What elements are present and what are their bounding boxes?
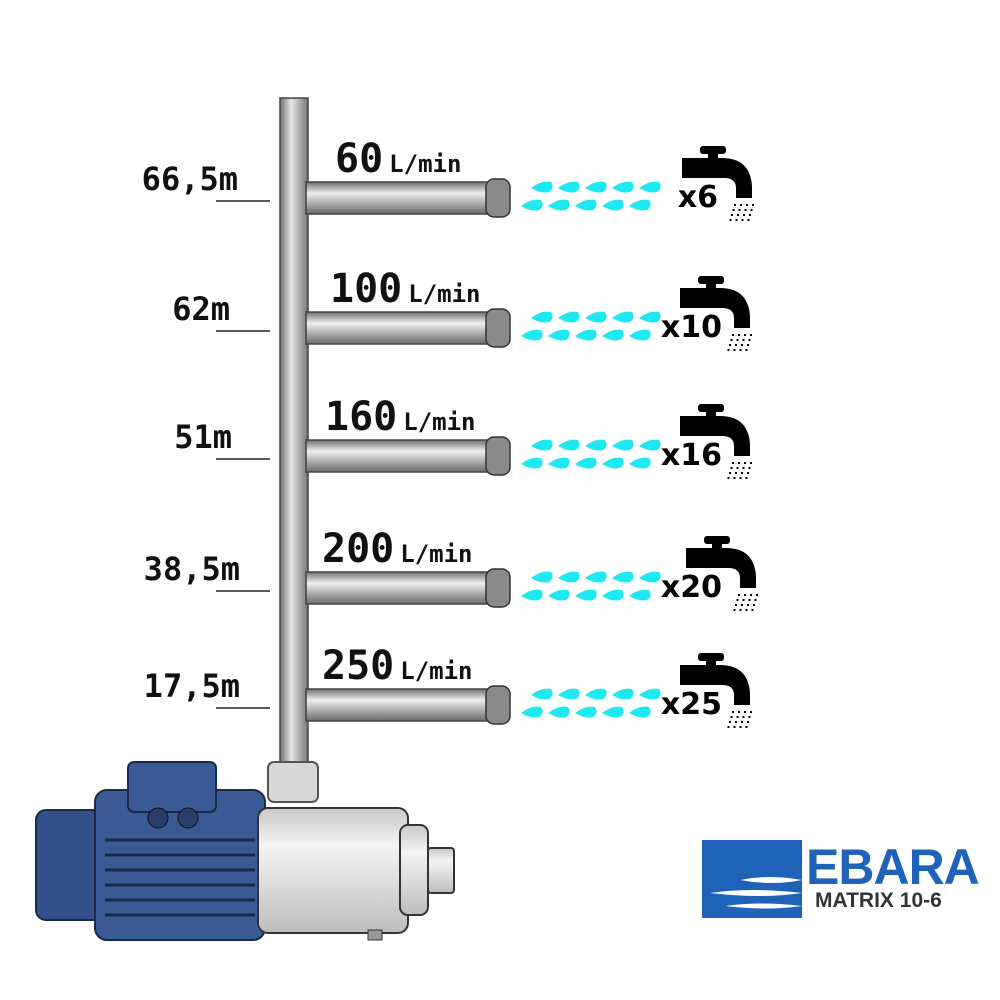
flow-value: 60 <box>335 136 384 182</box>
branch-pipe <box>305 436 511 476</box>
flow-value: 200 <box>322 526 395 572</box>
flow-unit: L/min <box>408 280 481 308</box>
water-spray <box>521 571 661 601</box>
branch-pipe <box>305 308 511 348</box>
flow-unit: L/min <box>403 408 476 436</box>
water-spray <box>521 688 661 718</box>
model-name: MATRIX 10-6 <box>815 889 942 912</box>
flow-unit: L/min <box>400 657 473 685</box>
branch-pipe <box>305 685 511 725</box>
height-label: 17,5m <box>143 667 240 705</box>
flow-value: 250 <box>322 643 395 689</box>
height-label: 66,5m <box>141 160 238 198</box>
flow-rate-label: 250 L/min <box>322 643 473 689</box>
flow-rate-label: 160 L/min <box>325 394 476 440</box>
height-label: 38,5m <box>143 550 240 588</box>
faucet-icon <box>686 536 758 611</box>
tap-count: x25 <box>660 687 722 722</box>
water-spray <box>521 439 661 469</box>
ebara-logo-mark <box>702 840 802 918</box>
tap-count: x6 <box>677 180 718 215</box>
faucet-icon <box>680 653 752 728</box>
water-spray <box>521 181 661 211</box>
pump <box>35 761 455 941</box>
vertical-pipe <box>279 97 309 764</box>
branch-pipe <box>305 568 511 608</box>
branch-pipe <box>305 178 511 218</box>
faucet-icon <box>680 276 752 351</box>
height-label: 62m <box>172 290 230 328</box>
flow-unit: L/min <box>389 150 462 178</box>
tap-count: x10 <box>660 310 722 345</box>
flow-value: 100 <box>330 266 403 312</box>
flow-rate-label: 200 L/min <box>322 526 473 572</box>
flow-value: 160 <box>325 394 398 440</box>
brand-name: EBARA <box>806 839 980 895</box>
faucet-icon <box>680 404 752 479</box>
faucet-icon <box>682 146 754 221</box>
flow-rate-label: 100 L/min <box>330 266 481 312</box>
flow-unit: L/min <box>400 540 473 568</box>
height-label: 51m <box>174 418 232 456</box>
water-spray <box>521 311 661 341</box>
tap-count: x20 <box>660 570 722 605</box>
flow-rate-label: 60 L/min <box>335 136 461 182</box>
tap-count: x16 <box>660 438 722 473</box>
